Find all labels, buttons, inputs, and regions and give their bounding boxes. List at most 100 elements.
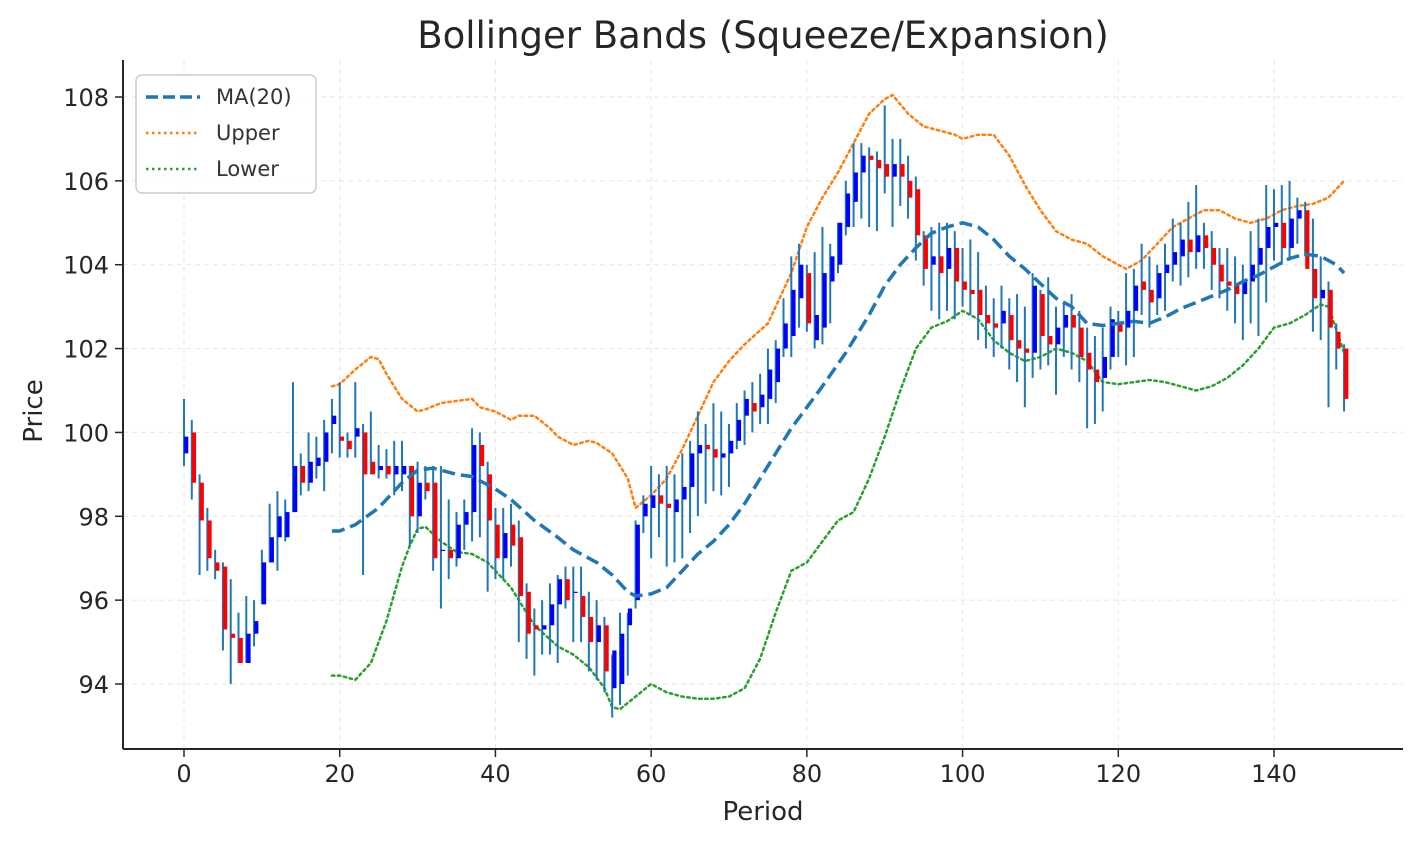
candle-body-up [845,193,851,227]
candle-body-up [573,591,578,593]
candle-body-up [254,621,259,634]
candle-body-down [347,440,352,450]
y-tick-label: 96 [78,587,109,615]
y-tick-label: 100 [63,419,109,447]
legend-box [135,74,317,194]
y-tick-label: 98 [78,503,109,531]
candle-body-down [1219,264,1224,282]
candle-body-up [1063,315,1069,328]
candle-body-up [643,503,648,517]
candle-body-up [768,369,773,399]
candle-body-up [557,579,563,605]
candle-body-down [1149,289,1154,303]
candle-body-up [760,394,765,408]
y-axis-label: Price [19,379,49,442]
candle-body-down [1141,281,1146,290]
candle-body-up [1266,226,1271,248]
candle-body-down [487,474,492,521]
candle-body-down [1313,268,1318,299]
candle-body-up [503,533,508,559]
legend-ma-label: MA(20) [216,85,292,109]
candle-body-up [1133,285,1139,311]
candle-body-up [697,445,703,454]
x-tick-label: 0 [176,760,191,788]
y-tick-label: 102 [63,336,109,364]
candle-body-up [308,461,313,483]
candle-body-up [729,440,734,454]
candle-body-down [223,566,228,630]
candle-body-down [1017,340,1022,349]
candle-body-up [293,465,298,513]
candle-body-up [1274,222,1279,227]
candle-body-down [1040,294,1045,336]
candle-body-up [830,256,835,282]
candle-body-down [1079,327,1084,357]
candle-body-up [651,495,656,508]
candle-body-up [612,650,617,689]
y-tick-label: 94 [78,671,109,699]
candle-body-up [931,256,936,265]
grid [123,60,1403,749]
candle-body-up [1180,239,1185,257]
candle-body-down [409,465,415,517]
candle-body-up [378,465,383,471]
candle-body-down [1344,348,1349,399]
candle-body-down [511,524,516,546]
upper-band-line [330,93,1346,511]
candle-body-up [736,419,742,441]
candle-body-up [674,499,679,513]
legend-lower-label: Lower [216,157,279,181]
candle-body-down [339,436,345,441]
candle-body-up [316,457,321,466]
candle-body-up [1056,327,1061,345]
legend: MA(20) Upper Lower [135,74,317,194]
candle-body-up [1001,310,1006,324]
candle-body-down [425,482,430,492]
candle-body-down [199,482,204,521]
lower-band-line [330,303,1346,711]
candle-body-up [791,289,796,336]
candle-body-up [721,453,726,458]
candle-body-up [799,264,804,299]
candle-body-up [277,516,282,538]
candle-body-up [1032,285,1037,353]
candle-body-up [775,348,781,383]
x-axis-label: Period [722,797,803,827]
candle-body-up [332,415,337,425]
candle-body-up [861,155,866,173]
candle-body-down [604,625,609,672]
candle-body-down [884,164,890,177]
candle-body-down [215,562,220,571]
y-tick-label: 104 [63,252,109,280]
candle-body-up [456,524,461,559]
candle-body-down [1071,315,1076,328]
candle-body-down [448,549,454,559]
candle-body-down [1305,210,1310,269]
candle-body-down [1227,281,1232,286]
x-tick-label: 40 [480,760,511,788]
candle-body-down [386,465,391,475]
candle-body-up [1110,319,1115,357]
candle-body-up [892,164,897,177]
axes [122,60,1403,750]
candle-body-down [713,449,718,458]
candle-body-up [635,524,640,601]
x-tick-label: 20 [324,760,355,788]
candle-body-down [1328,289,1333,328]
candle-body-up [184,436,189,454]
candle-body-down [1048,335,1053,345]
candle-body-up [542,625,547,630]
candle-body-down [806,273,812,324]
candle-body-up [1126,310,1131,328]
candle-body-down [923,235,928,269]
candle-body-up [441,549,446,552]
candle-body-down [659,495,664,504]
candle-body-up [1242,281,1248,295]
candle-body-up [1289,218,1294,248]
candle-body-up [1102,356,1108,378]
candle-body-down [986,315,991,324]
candle-body-up [620,633,625,684]
bands [330,93,1346,711]
candle-body-down [588,616,594,643]
